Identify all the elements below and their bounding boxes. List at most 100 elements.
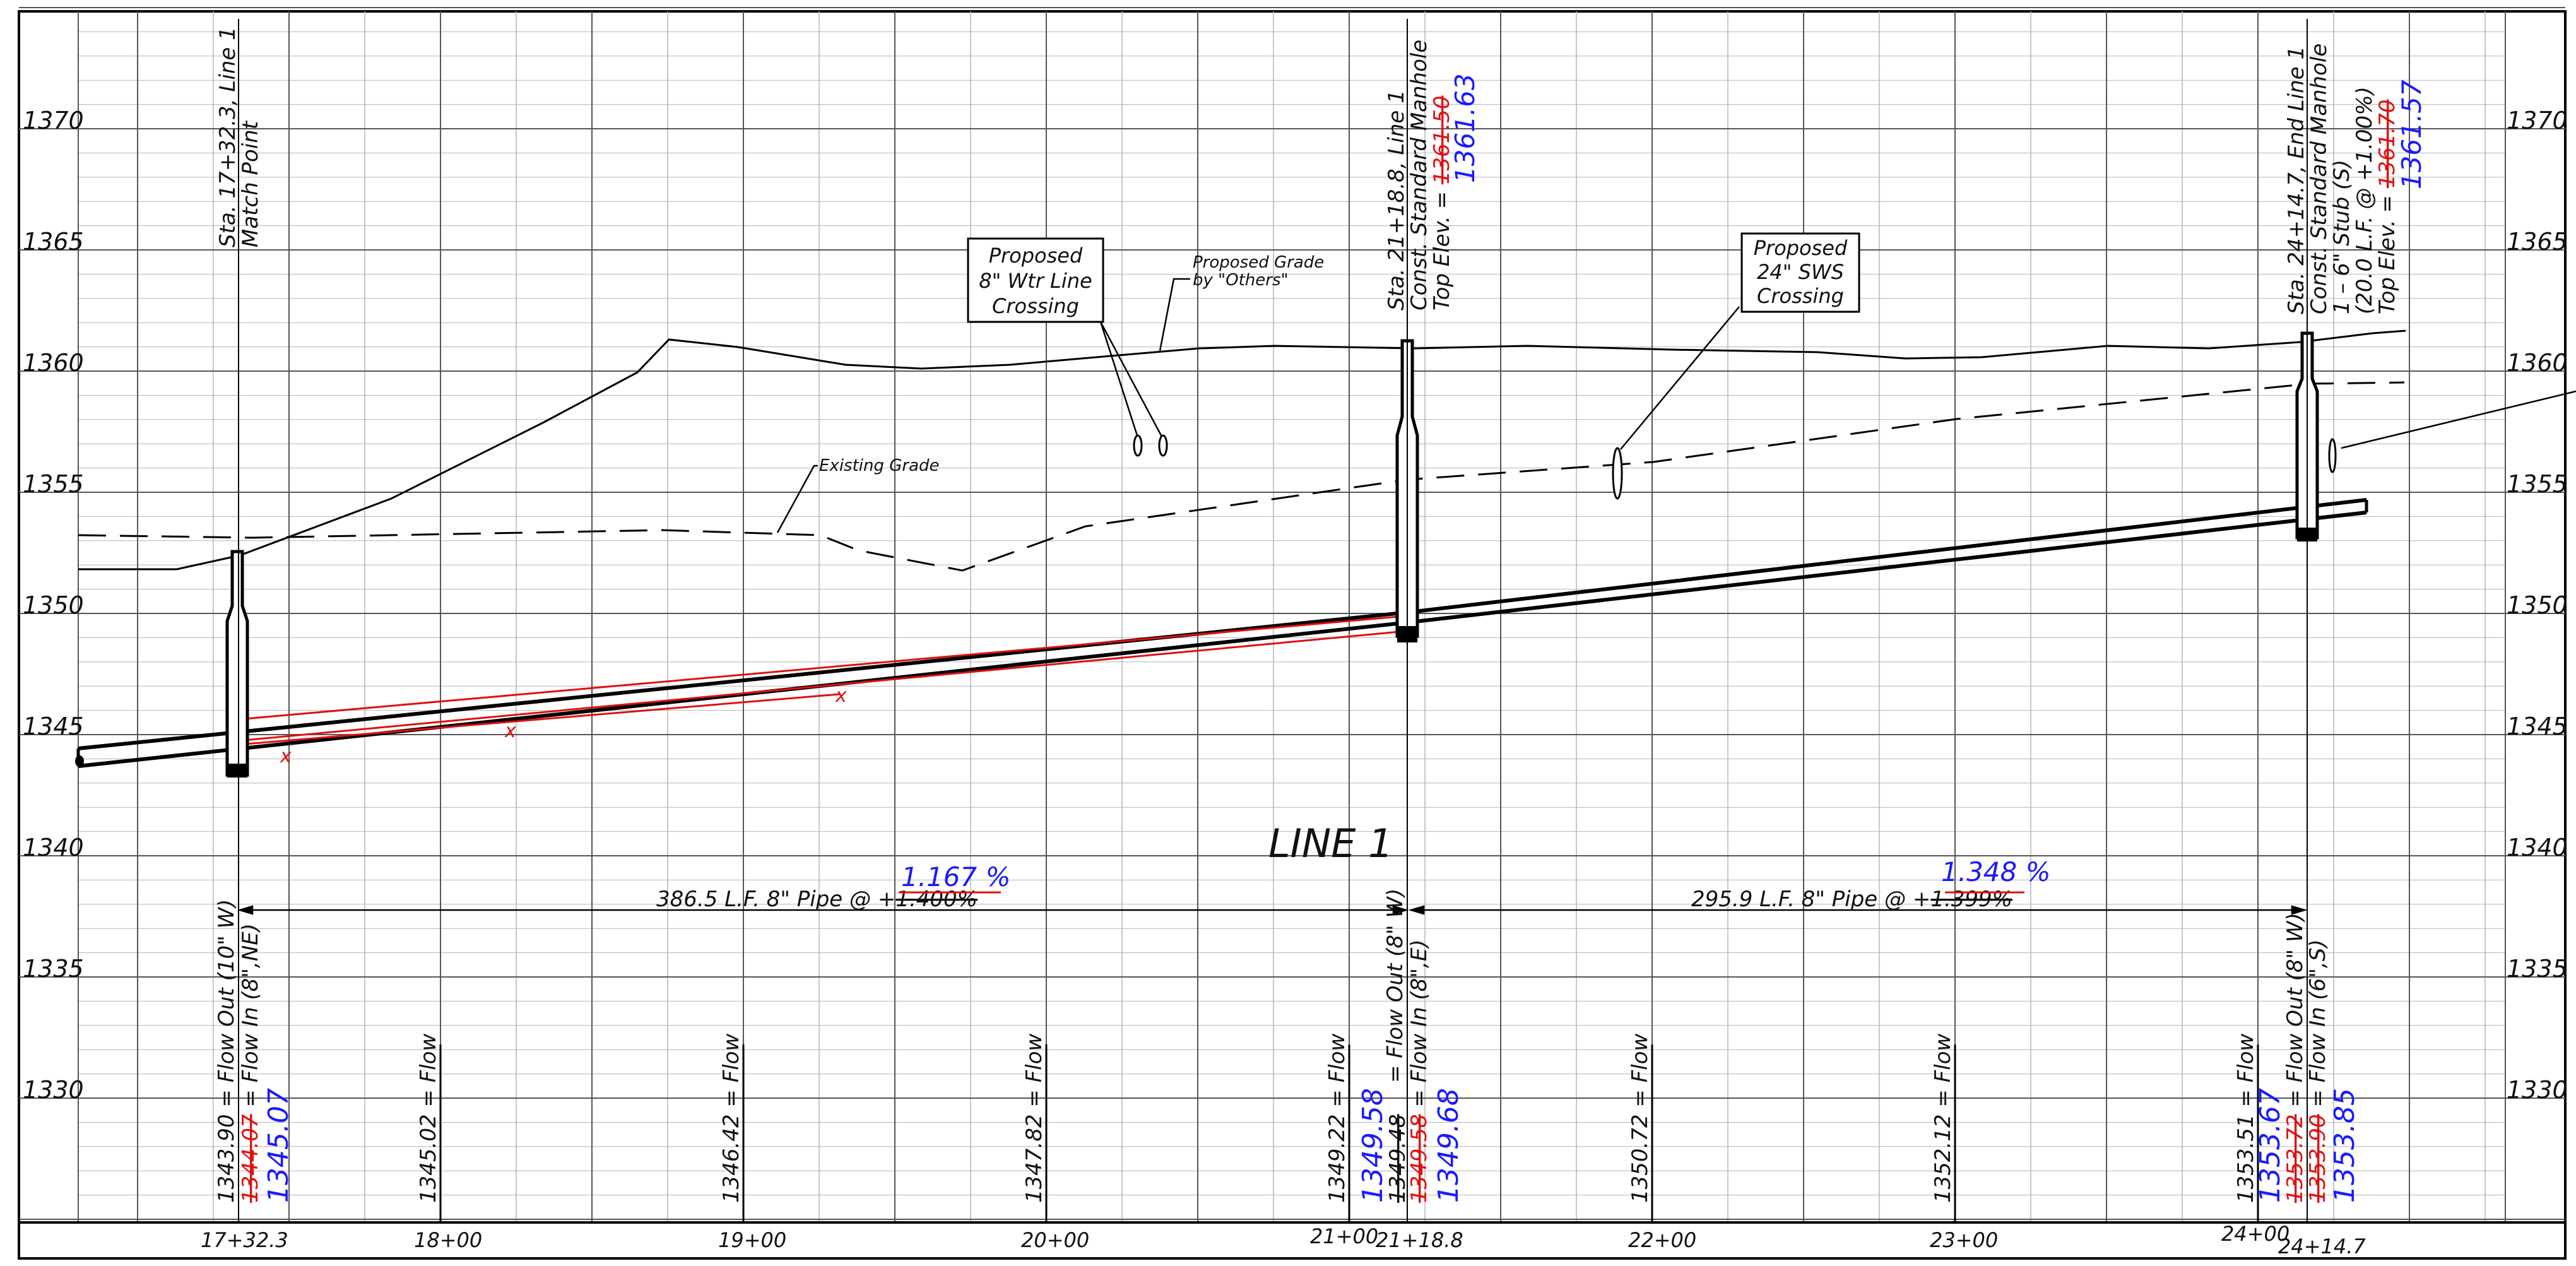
redline-x-mark: x [280,745,292,767]
existing-grade-note: Existing Grade [819,456,940,475]
flowline-21: 1349.22 = Flow [1325,1033,1350,1203]
pipe-run-2-label: 295.9 L.F. 8" Pipe @ +1.399% [1691,887,2012,912]
mh-mid-label-line-2: Const. Standard Manhole [1407,40,1432,311]
elev-label-1355-right: 1355 [2507,470,2568,498]
sws-crossing-callout-box [1740,232,1860,313]
flowline-mid-in-old-2: 1349.58 [1407,1114,1432,1203]
elev-label-1345: 1345 [23,713,84,740]
station-label-22: 22+00 [1628,1228,1696,1252]
elev-label-1365: 1365 [23,228,84,256]
sws-crossing-line-2: 24" SWS [1757,260,1844,284]
flowline-start-in-old: 1344.07 [238,1114,263,1203]
water-line-crossing-symbol [1133,434,1143,457]
manhole-end [2295,19,2319,1221]
flowline-20: 1347.82 = Flow [1022,1033,1047,1203]
station-label-21-18: 21+18.8 [1376,1228,1463,1252]
flowline-end-in-old: 1353.90 [2305,1114,2331,1203]
elev-label-1335: 1335 [23,955,84,983]
mh-end-label-line-3: 1 – 6" Stub (S) [2329,160,2354,314]
station-label-18: 18+00 [414,1228,482,1252]
flowline-19: 1346.42 = Flow [719,1033,744,1203]
water-crossing-callout-box [967,237,1104,323]
station-label-21: 21+00 [1310,1224,1378,1248]
pipe-run-2-new-slope: 1.348 % [1941,856,2051,887]
mh-end-top-elev-new: 1361.57 [2396,80,2427,189]
mh-mid-top-elev-new: 1361.63 [1450,73,1480,183]
elev-label-1330-right: 1330 [2507,1076,2568,1104]
mh-mid-top-elev-old: 1361.50 [1429,96,1455,185]
sws-crossing-symbol [1612,447,1623,500]
station-label-17-32: 17+32.3 [201,1228,288,1252]
redline-x-mark: x [504,720,516,742]
mh-mid-top-elev: Top Elev. = 1361.50 [1429,96,1455,311]
drawing-title: LINE 1 [1268,820,1393,867]
water-crossing-line-1: Proposed [989,244,1083,268]
water-line-crossing-symbol [1158,434,1168,457]
manhole-mid [1395,19,1419,1221]
redline-pipe-revision [237,615,1407,746]
flowline-ticks [439,1044,2259,1221]
elevation-axis-right: 1370 1365 1360 1355 1350 1345 1340 1335 … [2507,107,2568,1104]
flowline-mid-in-new: 1349.68 [1433,1088,1465,1203]
flowline-22: 1350.72 = Flow [1628,1033,1653,1203]
mh-end-label-line-1: Sta. 24+14.7, End Line 1 [2284,46,2309,314]
mh-end-top-elev-old: 1361.70 [2375,100,2400,189]
station-label-24: 24+00 [2221,1222,2289,1246]
mh-start-label-line-2: Match Point [238,120,263,247]
redline-x-marks: x x x [280,685,847,767]
pipe-run-1-old-slope: 1.400% [895,887,978,912]
proposed-grade-note-line-2: by "Others" [1193,271,1288,290]
flowline-mid-in: 1349.58 = Flow In (8",E) [1407,939,1432,1203]
elev-label-1345-right: 1345 [2507,713,2568,740]
sws-crossing-line-3: Crossing [1757,284,1844,308]
flowline-18: 1345.02 = Flow [416,1033,441,1203]
flowline-start-in: 1344.07 = Flow In (8",NE) [238,923,263,1203]
station-label-19: 19+00 [718,1228,786,1252]
elev-label-1335-right: 1335 [2507,955,2568,983]
mh-mid-label-line-1: Sta. 21+18.8, Line 1 [1384,90,1409,311]
proposed-grade-line [78,329,2406,571]
station-label-24-14: 24+14.7 [2278,1234,2366,1258]
elev-label-1350-right: 1350 [2507,591,2568,619]
station-label-20: 20+00 [1021,1228,1089,1252]
pipe-run-1-label: 386.5 L.F. 8" Pipe @ +1.400% [656,887,978,912]
flowline-mid-out-suffix: = Flow Out (8" W) [1383,889,1408,1083]
flowline-end-out: 1353.72 = Flow Out (8" W) [2283,913,2308,1203]
flowline-start-out: 1343.90 = Flow Out (10" W) [214,899,239,1203]
elev-label-1360-right: 1360 [2507,349,2568,377]
water-crossing-line-3: Crossing [992,294,1079,318]
flowline-mid-out-new: 1349.58 [1357,1088,1389,1203]
elev-label-1330: 1330 [23,1076,84,1104]
water-crossing-line-2: 8" Wtr Line [979,269,1092,293]
flowline-24: 1353.51 = Flow [2233,1033,2259,1203]
callout-leaders [776,278,2576,533]
elevation-axis-left: 1370 1365 1360 1355 1350 1345 1340 1335 … [23,107,84,1104]
elev-label-1340: 1340 [23,834,84,861]
flowline-23: 1352.12 = Flow [1930,1033,1956,1203]
flowline-end-in: 1353.90 = Flow In (6",S) [2305,939,2331,1203]
elev-label-1350: 1350 [23,591,84,619]
station-label-23: 23+00 [1930,1228,1998,1252]
manhole-start [225,19,249,1221]
mh-end-top-elev: Top Elev. = 1361.70 [2375,100,2400,314]
elev-label-1370-right: 1370 [2507,107,2568,134]
minor-grid [78,11,2505,1222]
elev-label-1370: 1370 [23,107,84,134]
mh-start-label-line-1: Sta. 17+32.3, Line 1 [215,27,240,247]
redline-x-mark: x [835,685,847,707]
crossing-symbol-east [2328,438,2337,473]
pipe-run-2-old-slope: 1.399% [1930,887,2012,912]
mh-end-label-line-2: Const. Standard Manhole [2307,44,2332,314]
drawing-frame [18,10,2567,1260]
sws-crossing-line-1: Proposed [1754,236,1848,260]
station-axis: 17+32.3 18+00 19+00 20+00 21+00 21+18.8 … [201,1222,2366,1258]
elev-label-1355: 1355 [23,470,84,498]
pipe-dimension-lines [237,905,2308,915]
elev-label-1360: 1360 [23,349,84,377]
elev-label-1365-right: 1365 [2507,228,2568,256]
flowline-end-in-new: 1353.85 [2329,1088,2361,1203]
flowline-end-out-new: 1353.67 [2254,1088,2286,1203]
existing-grade-line [78,381,2405,572]
mh-end-label-line-4: (20.0 L.F. @ +1.00%) [2352,86,2377,314]
